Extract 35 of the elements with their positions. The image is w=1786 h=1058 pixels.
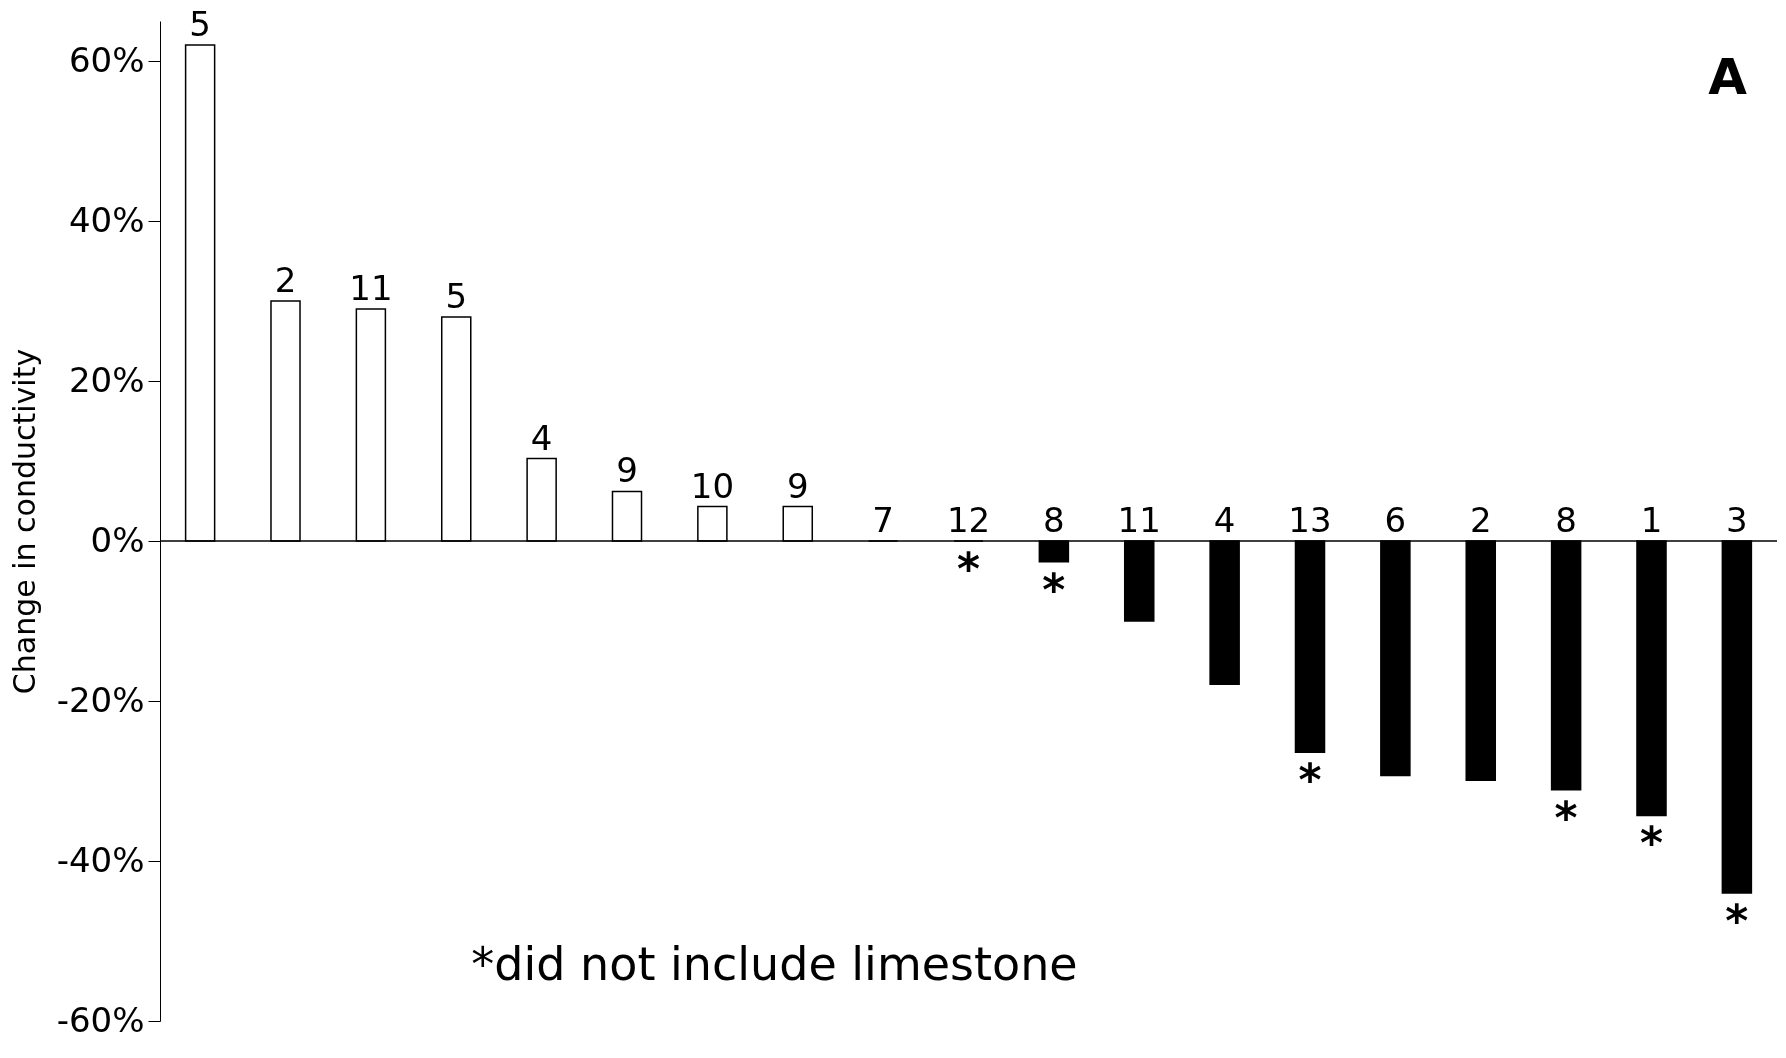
annotation: *	[1725, 895, 1749, 946]
annotation: A	[1708, 48, 1748, 106]
x-tick-label: 5	[445, 276, 468, 316]
y-tick-label: -20%	[56, 679, 145, 720]
x-tick-label: 13	[1288, 500, 1332, 540]
x-tick-label: 4	[1213, 500, 1236, 540]
x-tick-label: 1	[1640, 500, 1663, 540]
x-tick-label: 3	[1726, 500, 1748, 540]
x-tick-label: 2	[274, 260, 297, 300]
x-tick-label: 10	[690, 465, 735, 506]
y-tick-label: 0%	[90, 519, 145, 560]
annotation: *	[1042, 563, 1066, 615]
x-tick-label: 5	[189, 4, 211, 44]
x-tick-label: 11	[349, 268, 393, 308]
annotation: *	[1554, 791, 1578, 843]
x-tick-label: 4	[530, 417, 553, 458]
x-tick-label: 9	[786, 465, 809, 506]
y-tick-label: -40%	[56, 839, 145, 880]
y-tick-label: -60%	[56, 999, 145, 1040]
x-tick-label: 7	[872, 500, 894, 540]
y-tick-label: 40%	[68, 199, 145, 240]
annotation: *did not include limestone	[471, 937, 1078, 991]
y-tick-label: 60%	[68, 39, 145, 80]
x-tick-label: 11	[1117, 500, 1161, 540]
x-tick-label: 12	[946, 500, 991, 540]
annotation: *	[1298, 754, 1322, 806]
x-tick-label: 2	[1469, 500, 1492, 540]
annotation: *	[1639, 817, 1664, 869]
x-tick-label: 9	[616, 450, 638, 491]
x-tick-label: 6	[1384, 500, 1407, 540]
x-tick-label: 8	[1555, 500, 1577, 540]
y-tick-label: 20%	[68, 359, 145, 400]
annotation: *	[956, 543, 981, 594]
x-tick-label: 8	[1043, 500, 1065, 540]
y-axis-title: Change in conductivity	[6, 348, 42, 695]
